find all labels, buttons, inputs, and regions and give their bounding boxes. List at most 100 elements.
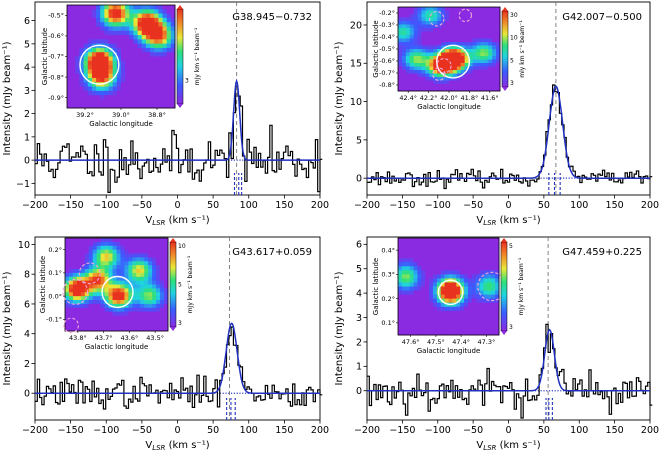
map-pixel [140,265,145,270]
map-pixel [116,86,122,92]
map-pixel [104,13,109,19]
map-pixel [401,238,407,243]
map-pixel [480,56,485,60]
map-pixel [421,45,426,50]
map-pixel [108,39,114,45]
map-pixel [96,39,101,45]
map-pixel [132,311,137,316]
map-pixel [121,95,126,100]
map-pixel [425,322,430,328]
map-pixel [112,284,117,289]
map-pixel [492,59,497,64]
map-pixel [65,319,70,324]
map-pixel [472,59,477,64]
map-pixel [65,257,70,262]
colorbar-top-arrow [502,7,508,11]
map-pixel [65,296,70,301]
map-pixel [409,35,415,39]
map-pixel [148,284,153,289]
map-pixel [83,69,89,75]
map-pixel [475,274,480,279]
inset-x-tick-label: 39.2° [76,111,94,119]
map-pixel [75,30,80,36]
map-pixel [480,21,485,25]
map-pixel [471,258,477,263]
map-pixel [104,60,109,66]
map-pixel [409,59,415,64]
map-pixel [144,315,149,320]
map-pixel [479,262,484,267]
map-pixel [484,77,489,81]
map-pixel [409,14,415,18]
map-pixel [484,14,489,18]
map-pixel [487,314,492,320]
map-pixel [96,292,102,297]
map-pixel [141,82,147,87]
map-pixel [136,245,141,251]
map-pixel [148,327,153,332]
map-pixel [440,274,446,279]
map-pixel [79,90,85,96]
map-pixel [445,38,450,43]
map-pixel [401,258,407,263]
map-pixel [164,276,169,282]
map-pixel [468,49,473,53]
map-pixel [495,302,500,308]
map-pixel [100,47,105,53]
map-pixel [405,66,411,71]
map-pixel [67,69,72,75]
map-pixel [156,245,161,251]
map-pixel [67,13,72,19]
map-pixel [68,241,74,247]
map-pixel [468,10,473,15]
colorbar-label: mJy km s⁻¹ beam⁻¹ [194,27,201,85]
map-pixel [405,306,411,312]
map-pixel [441,49,446,53]
map-pixel [84,265,90,270]
map-pixel [132,241,137,247]
map-pixel [88,307,94,313]
map-pixel [468,59,473,64]
map-pixel [472,21,477,25]
map-pixel [121,26,126,32]
y-tick-label: 8 [24,270,30,281]
map-pixel [405,10,411,15]
map-pixel [460,258,465,263]
map-pixel [405,246,411,251]
map-pixel [475,250,480,255]
map-pixel [479,270,484,275]
map-pixel [170,73,176,79]
map-pixel [425,326,430,332]
map-pixel [429,56,434,60]
map-pixel [79,47,85,53]
map-pixel [413,286,418,291]
map-pixel [71,86,76,92]
x-tick-label: −150 [389,200,415,211]
map-pixel [132,292,137,297]
map-pixel [129,56,134,62]
map-pixel [124,272,129,278]
map-pixel [137,9,143,14]
map-pixel [483,238,488,243]
map-pixel [100,9,105,14]
map-pixel [137,103,143,109]
map-pixel [83,17,89,23]
colorbar-label: mly km s⁻¹ beam⁻¹ [519,20,526,78]
map-pixel [120,327,125,332]
map-pixel [464,17,470,22]
map-pixel [464,318,469,324]
map-pixel [464,294,469,300]
map-pixel [72,296,78,301]
map-pixel [75,95,80,100]
map-pixel [108,69,114,75]
map-pixel [144,238,149,243]
map-pixel [484,31,489,36]
map-pixel [448,270,453,275]
map-pixel [154,39,159,45]
map-pixel [421,24,426,29]
map-pixel [495,294,500,300]
map-pixel [421,254,426,259]
map-pixel [152,241,157,247]
neighbor-circle [432,67,446,81]
map-pixel [483,262,488,267]
